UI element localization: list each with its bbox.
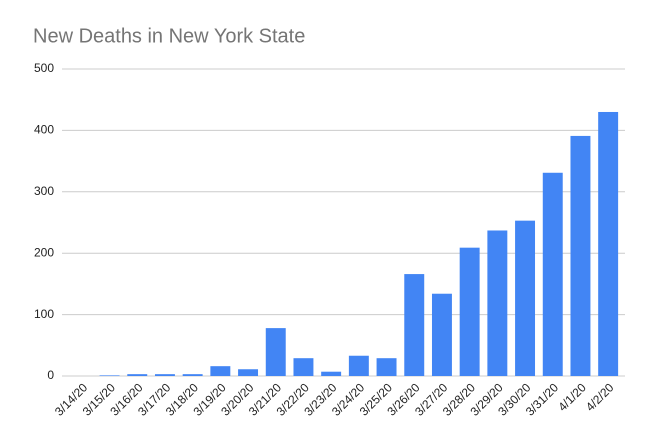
bar [515,220,536,376]
bar [404,274,425,376]
bar [182,374,203,376]
y-tick-label: 0 [47,368,54,382]
bar [321,371,342,376]
bar [598,111,619,376]
y-tick-label: 400 [34,123,54,137]
bar [348,355,369,376]
bar [487,230,508,376]
y-tick-label: 200 [34,245,54,259]
bar [293,358,314,376]
bar [459,247,480,376]
chart-title: New Deaths in New York State [33,25,305,47]
bar [570,135,591,376]
bar [542,172,563,376]
bar [265,328,286,376]
bar [210,366,231,376]
y-tick-label: 100 [34,307,54,321]
bar [238,369,259,376]
bar [127,374,148,376]
bar [376,358,397,376]
bar [154,374,175,376]
y-tick-label: 300 [34,184,54,198]
bar [431,293,452,376]
y-tick-label: 500 [34,61,54,75]
bar [99,375,120,376]
